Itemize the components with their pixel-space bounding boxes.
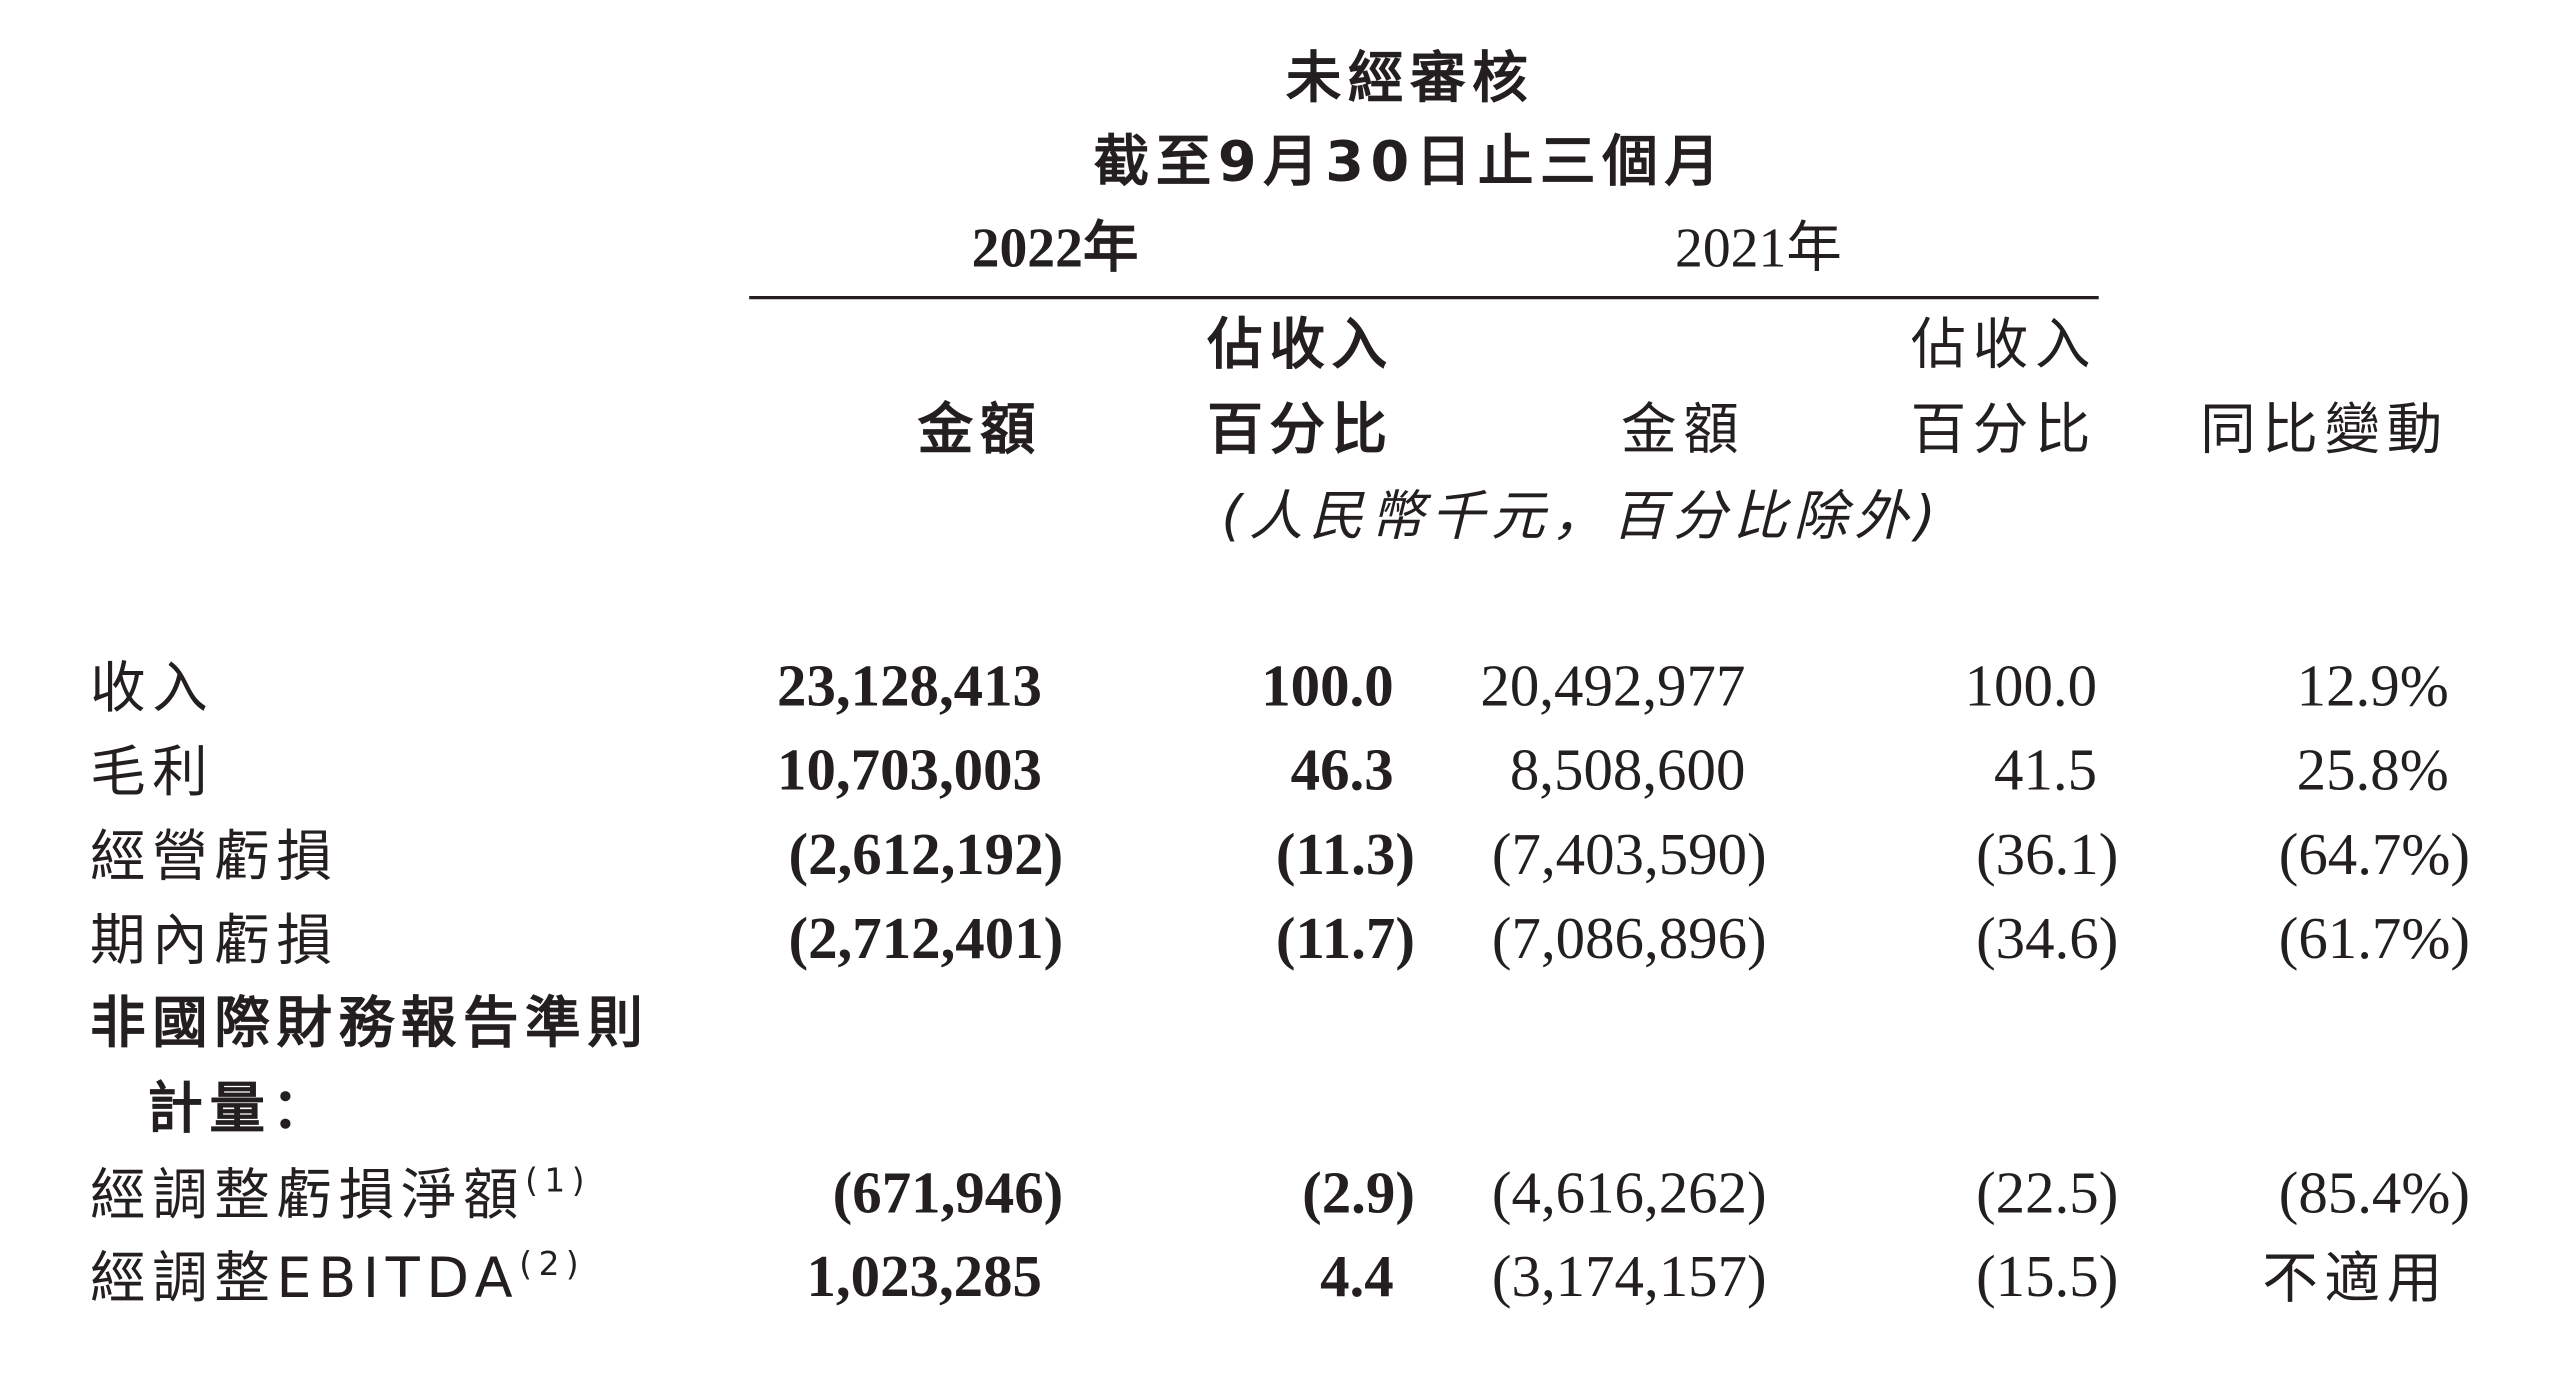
column-header: 金額 xyxy=(918,398,1042,463)
column-header: 佔收入 xyxy=(1206,313,1393,378)
cell-value: 25.8% xyxy=(2297,738,2449,803)
cell-value: 100.0 xyxy=(1261,653,1393,718)
column-header: 佔收入 xyxy=(1911,313,2097,378)
cell-value: 23,128,413 xyxy=(777,653,1042,718)
year-2022: 2022年 xyxy=(972,217,1139,279)
section-title: 非國際財務報告準則 xyxy=(90,991,649,1056)
cell-value: (2,612,192) xyxy=(789,822,1064,887)
units-note: (人民幣千元，百分比除外) xyxy=(1221,485,1942,548)
cell-value: (7,403,590) xyxy=(1492,822,1767,887)
year-2021: 2021年 xyxy=(1675,217,1842,279)
cell-value: (671,946) xyxy=(833,1160,1064,1225)
cell-value: (64.7%) xyxy=(2279,822,2470,887)
row-label: 毛利 xyxy=(90,740,214,805)
column-header: 百分比 xyxy=(1911,398,2097,463)
cell-value: (11.3) xyxy=(1276,822,1415,887)
cell-value: (15.5) xyxy=(1976,1244,2118,1309)
cell-value: (85.4%) xyxy=(2279,1160,2470,1225)
cell-value: 12.9% xyxy=(2297,653,2449,718)
row-label: 收入 xyxy=(90,656,214,721)
cell-value: (3,174,157) xyxy=(1492,1244,1767,1309)
period: 截至9月30日止三個月 xyxy=(1094,129,1727,194)
cell-value: (61.7%) xyxy=(2279,906,2470,971)
cell-value: 46.3 xyxy=(1291,738,1394,803)
cell-value: 20,492,977 xyxy=(1480,653,1745,718)
cell-value: (11.7) xyxy=(1276,906,1415,971)
title: 未經審核 xyxy=(1286,46,1535,111)
cell-value: (7,086,896) xyxy=(1492,906,1767,971)
cell-value: (2,712,401) xyxy=(789,906,1064,971)
row-label: 經調整虧損淨額(1) xyxy=(90,1161,591,1227)
row-label: 期內虧損 xyxy=(90,909,339,974)
section-title: 計量： xyxy=(147,1076,333,1141)
cell-value: (22.5) xyxy=(1976,1160,2118,1225)
cell-value: 4.4 xyxy=(1320,1244,1394,1309)
column-header: 金額 xyxy=(1621,398,1745,463)
cell-value: 不適用 xyxy=(2262,1246,2448,1311)
cell-value: 8,508,600 xyxy=(1510,738,1746,803)
row-label-text: 經調整虧損淨額 xyxy=(90,1163,525,1228)
cell-value: 100.0 xyxy=(1965,653,2097,718)
footnote-ref: (2) xyxy=(519,1245,585,1283)
column-header: 百分比 xyxy=(1207,398,1393,463)
cell-value: 10,703,003 xyxy=(777,738,1042,803)
cell-value: (34.6) xyxy=(1976,906,2118,971)
cell-value: (36.1) xyxy=(1976,822,2118,887)
cell-value: (2.9) xyxy=(1302,1160,1415,1225)
row-label: 經調整EBITDA(2) xyxy=(90,1245,585,1311)
cell-value: (4,616,262) xyxy=(1492,1160,1767,1225)
cell-value: 1,023,285 xyxy=(806,1244,1042,1309)
row-label: 經營虧損 xyxy=(90,824,339,889)
footnote-ref: (1) xyxy=(525,1161,591,1199)
row-label-text: 經調整EBITDA xyxy=(90,1246,519,1311)
cell-value: 41.5 xyxy=(1994,738,2097,803)
column-header: 同比變動 xyxy=(2200,398,2449,463)
